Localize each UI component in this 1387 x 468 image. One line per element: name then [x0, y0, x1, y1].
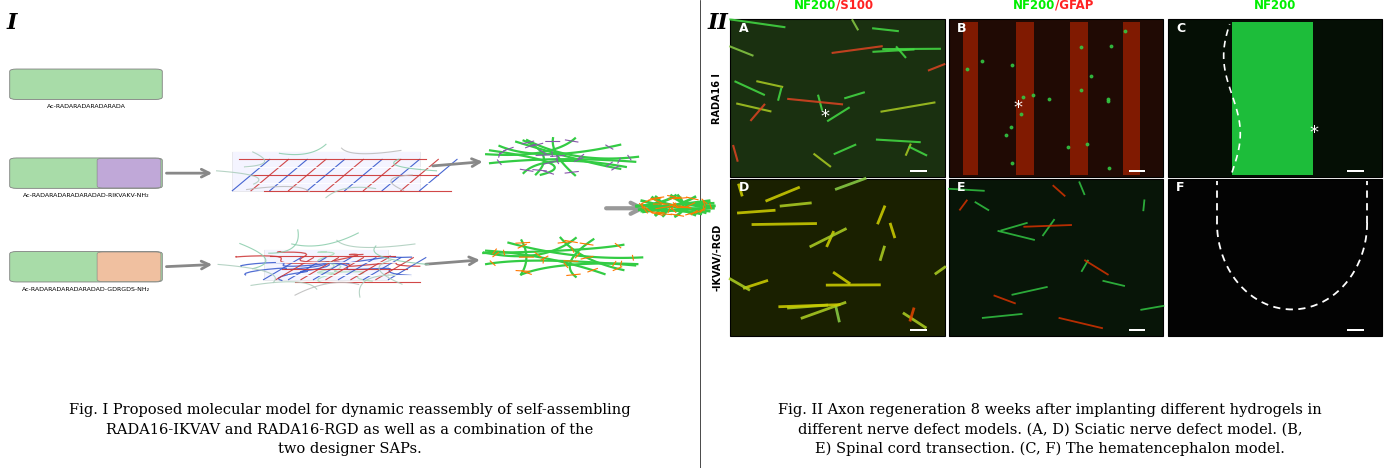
Bar — [1168, 19, 1381, 177]
Text: NF200: NF200 — [1254, 0, 1295, 12]
Bar — [1129, 329, 1146, 330]
Bar — [949, 19, 1164, 177]
Text: B: B — [957, 22, 967, 35]
Bar — [1069, 22, 1087, 175]
Text: C: C — [1176, 22, 1184, 35]
Bar — [910, 329, 927, 330]
Text: RADA16 I: RADA16 I — [712, 73, 723, 124]
Text: A: A — [738, 22, 748, 35]
Bar — [1347, 170, 1363, 172]
Text: *: * — [1309, 124, 1318, 142]
Text: *: * — [1013, 99, 1022, 117]
Text: *: * — [820, 108, 829, 126]
Text: /GFAP: /GFAP — [1054, 0, 1093, 12]
Text: F: F — [1176, 181, 1184, 194]
Text: Ac-RADARADARADARADA: Ac-RADARADARADARADA — [47, 104, 125, 109]
FancyBboxPatch shape — [97, 158, 161, 188]
Text: -IKVAV/-RGD: -IKVAV/-RGD — [712, 224, 723, 291]
Text: II: II — [707, 12, 728, 34]
FancyBboxPatch shape — [10, 158, 162, 188]
Text: Fig. II Axon regeneration 8 weeks after implanting different hydrogels in
differ: Fig. II Axon regeneration 8 weeks after … — [778, 403, 1322, 456]
Text: Fig. I Proposed molecular model for dynamic reassembly of self-assembling
RADA16: Fig. I Proposed molecular model for dyna… — [69, 403, 630, 456]
FancyBboxPatch shape — [97, 252, 161, 281]
Bar — [1123, 22, 1140, 175]
Text: E: E — [957, 181, 965, 194]
FancyBboxPatch shape — [10, 69, 162, 99]
Text: D: D — [738, 181, 749, 194]
Bar — [910, 170, 927, 172]
Bar — [1168, 178, 1381, 336]
Bar — [949, 178, 1164, 336]
Bar — [1129, 170, 1146, 172]
Bar — [1232, 22, 1313, 175]
Bar — [1017, 22, 1035, 175]
Text: /S100: /S100 — [836, 0, 874, 12]
Bar — [730, 178, 945, 336]
Bar — [232, 151, 419, 190]
Bar — [1347, 329, 1363, 330]
Text: I: I — [7, 12, 17, 34]
Bar — [963, 22, 978, 175]
Text: NF200: NF200 — [1013, 0, 1054, 12]
Text: NF200: NF200 — [793, 0, 836, 12]
Bar — [264, 249, 388, 280]
Text: Ac-RADARADARADARADAD-RIKVAKV-NH₂: Ac-RADARADARADARADAD-RIKVAKV-NH₂ — [22, 193, 150, 198]
Bar — [730, 19, 945, 177]
FancyBboxPatch shape — [10, 252, 162, 282]
Text: Ac-RADARADARADARADAD-GDRGDS-NH₂: Ac-RADARADARADARADAD-GDRGDS-NH₂ — [22, 286, 150, 292]
